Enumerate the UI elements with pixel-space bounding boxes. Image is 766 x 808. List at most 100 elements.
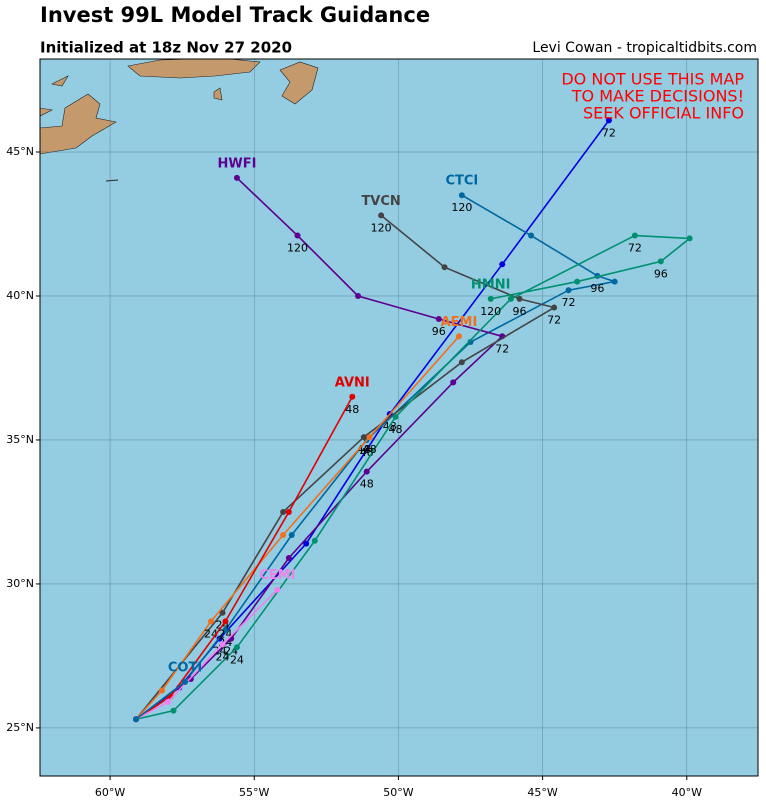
track-point <box>441 264 448 271</box>
track-point <box>611 278 618 285</box>
hour-label: 72 <box>602 126 616 139</box>
hour-label: 120 <box>480 305 501 318</box>
track-point <box>303 540 310 547</box>
track-point <box>233 174 240 181</box>
track-point <box>288 531 295 538</box>
subtitle: Initialized at 18z Nov 27 2020 <box>40 39 292 57</box>
y-tick-label: 45°N <box>6 145 34 158</box>
warning-line: TO MAKE DECISIONS! <box>571 87 744 106</box>
credit: Levi Cowan - tropicaltidbits.com <box>532 40 757 56</box>
track-point <box>392 413 399 420</box>
y-tick-label: 40°N <box>6 289 34 302</box>
track-point <box>233 644 240 651</box>
tracks: 24487224487296120CTCI24487296120HWFI2448… <box>133 117 693 723</box>
track-point <box>285 555 292 562</box>
track-line <box>135 589 278 720</box>
title: Invest 99L Model Track Guidance <box>40 3 430 27</box>
track-point <box>280 508 287 515</box>
track-point <box>378 212 385 219</box>
track-point <box>349 393 356 400</box>
y-tick-label: 30°N <box>6 577 34 590</box>
track-point <box>285 508 292 515</box>
hour-label: 120 <box>371 221 392 234</box>
hour-label: 120 <box>451 201 472 214</box>
track-point <box>487 295 494 302</box>
hour-label: 72 <box>628 242 642 255</box>
track-name: COTI <box>168 660 202 675</box>
track-point <box>355 292 362 299</box>
warning: DO NOT USE THIS MAP TO MAKE DECISIONS! S… <box>561 70 744 123</box>
track-point <box>360 434 367 441</box>
track-line <box>135 681 186 720</box>
x-tick-label: 60°W <box>95 786 125 799</box>
track-point <box>450 379 457 386</box>
track-point <box>133 716 140 723</box>
track-point <box>528 232 535 239</box>
track-point <box>366 434 373 441</box>
warning-line: SEEK OFFICIAL INFO <box>583 104 744 123</box>
track-name: CTCI <box>445 174 478 189</box>
track-point <box>574 278 581 285</box>
hour-label: 72 <box>547 314 561 327</box>
track-point <box>657 258 664 265</box>
graticule: 60°W 55°W 50°W 45°W 40°W 25°N 30°N 35°N 40°N 45°N <box>6 59 758 799</box>
track-point <box>311 537 318 544</box>
track-point <box>455 333 462 340</box>
track-point <box>499 261 506 268</box>
track-point <box>170 707 177 714</box>
hour-label: 24 <box>216 650 230 663</box>
hour-label: 96 <box>513 305 527 318</box>
track-point <box>458 359 465 366</box>
track-name: CEMI <box>259 568 295 583</box>
track-name: AEMI <box>441 315 478 330</box>
hour-label: 120 <box>287 242 308 255</box>
hour-label: 96 <box>590 282 604 295</box>
warning-line: DO NOT USE THIS MAP <box>561 70 744 89</box>
hour-label: 48 <box>360 478 374 491</box>
y-tick-label: 25°N <box>6 721 34 734</box>
track-point <box>164 698 171 705</box>
track-point <box>458 192 465 199</box>
track-line <box>135 335 460 720</box>
track-point <box>467 339 474 346</box>
land <box>40 59 319 182</box>
x-tick-label: 40°W <box>672 786 702 799</box>
hour-label: 48 <box>345 403 359 416</box>
track-point <box>516 295 523 302</box>
track-point <box>219 641 226 648</box>
hour-label: 48 <box>363 443 377 456</box>
track-point <box>222 627 229 634</box>
track-point <box>182 678 189 685</box>
track-point <box>435 316 442 323</box>
hour-label: 48 <box>389 423 403 436</box>
hour-label: 72 <box>562 296 576 309</box>
track-point <box>631 232 638 239</box>
track-point <box>207 618 214 625</box>
hour-label: 72 <box>495 342 509 355</box>
track-name: TVCN <box>361 194 400 209</box>
track-point <box>565 287 572 294</box>
track-name: HMNI <box>471 277 511 292</box>
track-point <box>551 304 558 311</box>
track-point <box>507 295 514 302</box>
track-point <box>686 235 693 242</box>
track-point <box>158 687 165 694</box>
x-tick-label: 50°W <box>383 786 413 799</box>
track-point <box>294 232 301 239</box>
hour-label: 24 <box>230 653 244 666</box>
track-name: AVNI <box>335 375 370 390</box>
track-point <box>219 609 226 616</box>
x-tick-label: 45°W <box>527 786 557 799</box>
track-point <box>363 468 370 475</box>
track-point <box>222 618 229 625</box>
track-point <box>274 586 281 593</box>
hour-label: 96 <box>654 267 668 280</box>
hour-label: 48 <box>357 443 371 456</box>
y-tick-label: 35°N <box>6 433 34 446</box>
map-frame <box>39 58 759 777</box>
x-tick-label: 55°W <box>239 786 269 799</box>
track-name: HWFI <box>217 156 256 171</box>
track-point <box>605 117 612 124</box>
